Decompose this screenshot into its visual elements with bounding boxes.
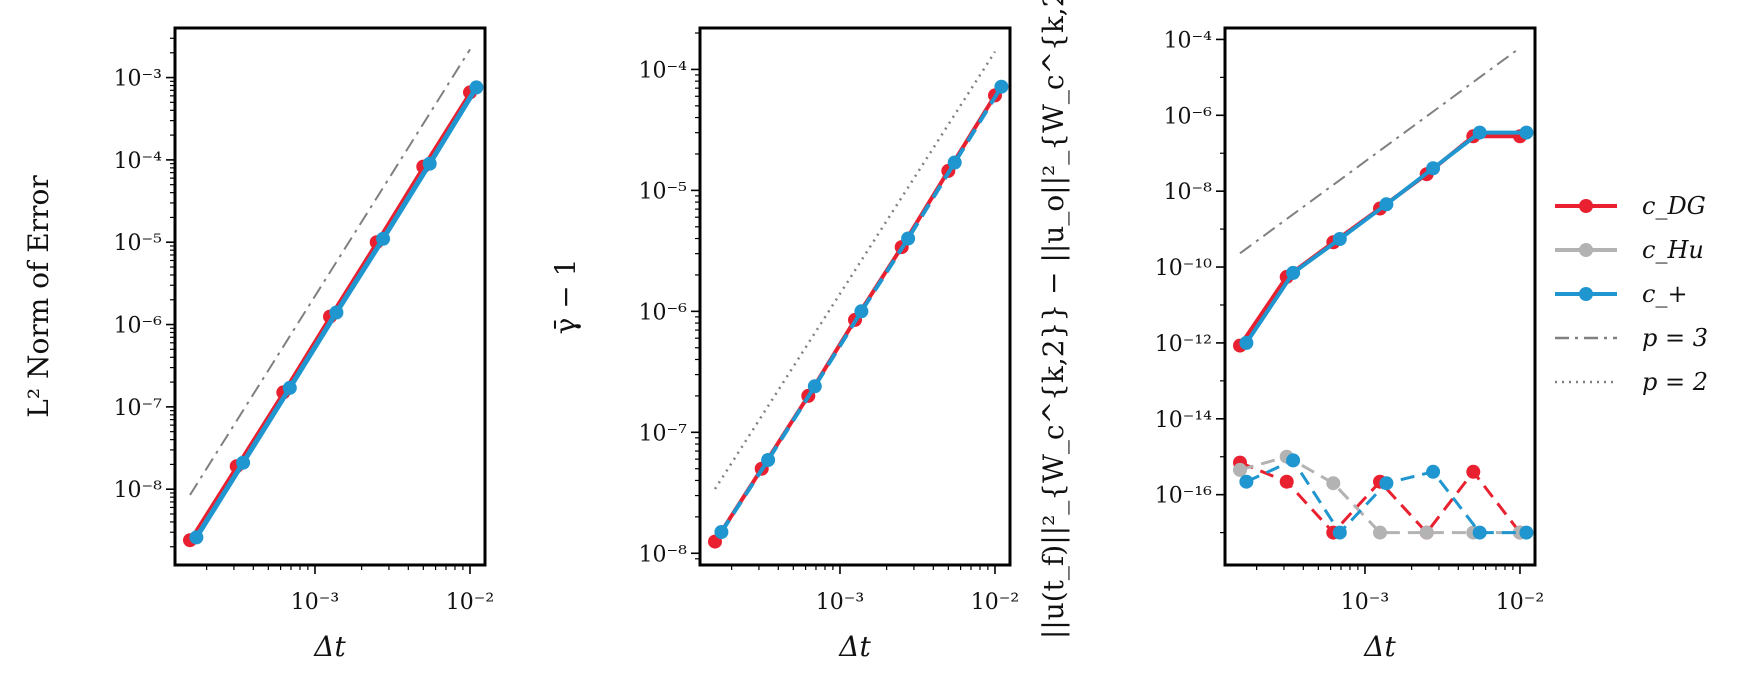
x-tick-label: 10⁻³ <box>291 590 339 615</box>
legend-marker-cplus <box>1579 287 1593 301</box>
y-tick-label: 10⁻⁸ <box>114 478 163 503</box>
data-point-chu_low <box>1326 476 1341 491</box>
data-point-cplus <box>1379 197 1394 212</box>
y-tick-label: 10⁻⁴ <box>1164 28 1213 53</box>
data-point-chu_low <box>1373 525 1387 540</box>
y-axis-label: γ̄ − 1 <box>549 259 582 335</box>
data-point-cplus <box>761 453 776 467</box>
panel-gamma: 10⁻³ 10⁻² 10⁻⁸ 10⁻⁷ 10⁻⁶ 10⁻⁵ 10⁻⁴ Δt γ̄ − 1 <box>549 26 1019 663</box>
legend-label-p2: p = 2 <box>1642 368 1708 396</box>
legend-label-cdg: c_DG <box>1642 192 1706 220</box>
y-tick-label: 10⁻⁶ <box>114 314 163 339</box>
axes-frame <box>173 26 487 567</box>
data-point-cplus <box>329 305 344 320</box>
panel-l2-error: 10⁻³ 10⁻² 10⁻⁸ 10⁻⁷ 10⁻⁶ 10⁻⁵ 10⁻⁴ 10⁻³ Δt L² Nor… <box>22 26 494 663</box>
data-point-cplus_low <box>1379 476 1394 491</box>
y-tick-label: 10⁻⁶ <box>639 300 688 325</box>
x-tick-label: 10⁻² <box>971 590 1019 615</box>
data-point-cplus <box>1472 125 1487 140</box>
series-line-cplus <box>1244 130 1527 345</box>
data-point-cplus <box>807 379 822 394</box>
data-point-cplus_low <box>1519 525 1534 540</box>
y-tick-label: 10⁻⁷ <box>114 396 163 421</box>
y-tick-label: 10⁻⁴ <box>114 149 163 174</box>
data-point-cplus_low <box>1426 464 1441 479</box>
data-point-cdg_low <box>1466 464 1481 479</box>
y-tick-label: 10⁻¹⁴ <box>1155 408 1212 433</box>
legend-label-chu: c_Hu <box>1642 236 1704 264</box>
axes-frame <box>698 26 1012 567</box>
legend-marker-cdg <box>1579 199 1593 213</box>
y-tick-label: 10⁻⁷ <box>639 421 688 446</box>
x-axis-label: Δt <box>838 630 871 663</box>
y-tick-label: 10⁻⁵ <box>114 231 162 256</box>
data-point-cplus <box>376 231 391 246</box>
y-axis-label: ||u(t_f)||²_{W_c^{k,2}} − ||u_o||²_{W_c^… <box>1037 0 1070 639</box>
data-point-cplus <box>994 79 1009 94</box>
data-point-cdg_low <box>1279 474 1294 489</box>
data-point-cplus <box>236 455 251 470</box>
data-point-cplus <box>282 380 297 395</box>
data-point-cplus <box>854 304 869 319</box>
data-point-cplus <box>1332 232 1347 246</box>
y-tick-label: 10⁻⁶ <box>1164 104 1213 129</box>
x-tick-label: 10⁻³ <box>816 590 864 615</box>
x-tick-label: 10⁻³ <box>1341 590 1389 615</box>
data-point-cplus <box>714 525 729 539</box>
data-point-cplus <box>1426 161 1441 176</box>
y-tick-label: 10⁻⁵ <box>639 179 687 204</box>
legend-label-p3: p = 3 <box>1642 324 1708 352</box>
series-line-p2 <box>713 51 997 490</box>
data-point-cplus_low <box>1239 474 1254 489</box>
data-point-cplus_low <box>1286 453 1301 468</box>
data-point-cplus_low <box>1472 525 1487 540</box>
data-point-cplus <box>1286 265 1301 280</box>
data-point-cplus <box>1239 335 1254 350</box>
data-point-cplus <box>422 156 437 171</box>
y-tick-label: 10⁻¹² <box>1155 332 1212 357</box>
legend-marker-chu <box>1579 243 1593 257</box>
x-tick-label: 10⁻² <box>446 590 494 615</box>
y-tick-label: 10⁻³ <box>114 67 162 92</box>
x-axis-label: Δt <box>1363 630 1396 663</box>
y-tick-label: 10⁻¹⁰ <box>1155 256 1212 281</box>
y-tick-label: 10⁻¹⁶ <box>1155 484 1212 509</box>
panel-norm-difference: 10⁻³ 10⁻² 10⁻¹⁶ 10⁻¹⁴ 10⁻¹² 10⁻¹⁰ 10⁻⁸ 10⁻⁶ 10⁻⁴… <box>1037 0 1544 663</box>
legend-label-cplus: c_+ <box>1642 280 1688 308</box>
data-point-cplus <box>189 530 204 545</box>
legend: c_DG c_Hu c_+p = 3 p = 2 <box>1555 192 1708 396</box>
y-tick-label: 10⁻⁸ <box>639 542 688 567</box>
axes-frame <box>1223 26 1537 567</box>
series-line-p3 <box>189 48 471 496</box>
data-point-cplus <box>901 231 916 246</box>
x-axis-label: Δt <box>313 630 346 663</box>
data-point-cplus <box>1519 125 1534 140</box>
x-tick-label: 10⁻² <box>1496 590 1544 615</box>
data-point-chu_low <box>1419 525 1434 540</box>
data-point-cplus <box>469 80 484 95</box>
series-line-cplus_low <box>1245 458 1527 535</box>
data-point-cplus <box>947 155 962 170</box>
y-tick-label: 10⁻⁴ <box>639 58 688 83</box>
y-axis-label: L² Norm of Error <box>22 175 55 418</box>
series-line-p3 <box>1239 46 1521 255</box>
data-point-chu_low <box>1233 462 1247 477</box>
y-tick-label: 10⁻⁸ <box>1164 180 1213 205</box>
series-line-cdg <box>1238 134 1520 347</box>
data-point-cplus_low <box>1332 525 1347 540</box>
